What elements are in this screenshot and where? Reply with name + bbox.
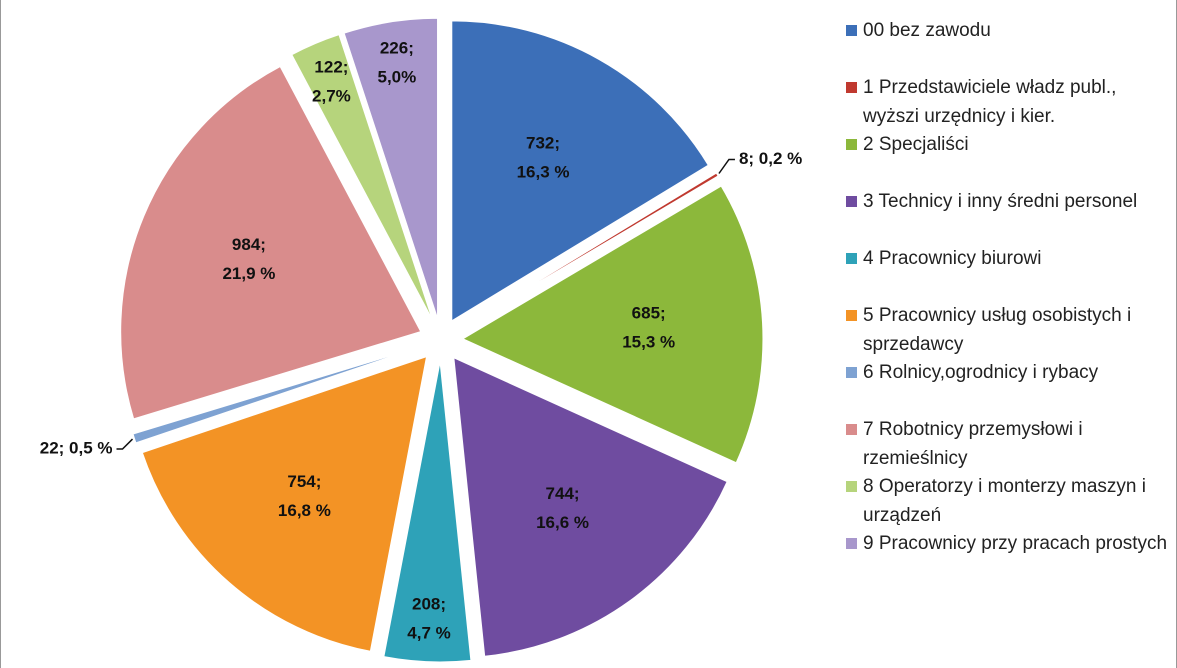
legend-swatch: [846, 481, 857, 492]
legend-entry: 7 Robotnicy przemysłowi i rzemieślnicy: [846, 415, 1176, 473]
legend-entry: 3 Technicy i inny średni personel: [846, 187, 1176, 216]
legend-label: 3 Technicy i inny średni personel: [863, 191, 1138, 212]
legend-entry: 8 Operatorzy i monterzy maszyn i urządze…: [846, 472, 1176, 530]
legend-swatch: [846, 538, 857, 549]
pie-slice: [461, 185, 764, 464]
data-label: 732;: [526, 134, 560, 153]
data-label: 16,6 %: [536, 513, 589, 532]
legend-entry: 9 Pracownicy przy pracach prostych: [846, 529, 1176, 558]
legend-entry: 4 Pracownicy biurowi: [846, 244, 1176, 273]
data-label: 122;: [314, 57, 348, 76]
pie-slice: [459, 172, 719, 330]
data-label: 2,7%: [312, 86, 351, 105]
data-label: 15,3 %: [622, 333, 675, 352]
pie-slice: [451, 20, 709, 322]
leader-line: [718, 158, 735, 174]
legend-label: 2 Specjaliści: [863, 134, 969, 155]
legend-label: 5 Pracownicy usług osobistych i sprzedaw…: [863, 305, 1132, 355]
legend-label: 8 Operatorzy i monterzy maszyn i urządze…: [863, 476, 1146, 526]
legend-entry: 5 Pracownicy usług osobistych i sprzedaw…: [846, 301, 1176, 359]
legend-swatch: [846, 424, 857, 435]
data-label: 754;: [287, 472, 321, 491]
pie-slice: [141, 355, 428, 652]
pie-slice: [383, 361, 472, 663]
data-label: 226;: [380, 38, 414, 57]
data-label: 4,7 %: [407, 624, 450, 643]
data-label: 8; 0,2 %: [739, 149, 802, 168]
legend-label: 00 bez zawodu: [863, 20, 991, 41]
data-label: 984;: [232, 235, 266, 254]
data-label: 685;: [632, 304, 666, 323]
legend-swatch: [846, 139, 857, 150]
legend-entry: 6 Rolnicy,ogrodnicy i rybacy: [846, 358, 1176, 387]
legend-entry: 00 bez zawodu: [846, 16, 1176, 45]
pie-slice: [132, 346, 421, 444]
pie-slice: [343, 17, 439, 319]
pie-slice: [291, 34, 433, 320]
data-label: 22; 0,5 %: [40, 439, 113, 458]
data-label: 744;: [546, 484, 580, 503]
pie-area: 732; 16,3 % 8; 0,2 % 685; 15,3 % 744; 16,6 % 20…: [40, 17, 802, 663]
legend-label: 4 Pracownicy biurowi: [863, 248, 1042, 269]
data-label: 208;: [412, 595, 446, 614]
legend-entry: 1 Przedstawiciele władz publ., wyższi ur…: [846, 73, 1176, 131]
leader-line: [116, 438, 134, 450]
legend-entry: 2 Specjaliści: [846, 130, 1176, 159]
legend-label: 9 Pracownicy przy pracach prostych: [863, 533, 1168, 554]
data-label: 5,0%: [377, 67, 416, 86]
legend-label: 7 Robotnicy przemysłowi i rzemieślnicy: [863, 419, 1083, 469]
legend-swatch: [846, 196, 857, 207]
legend-swatch: [846, 253, 857, 264]
data-label: 16,3 %: [517, 163, 570, 182]
legend-swatch: [846, 310, 857, 321]
data-label: 16,8 %: [278, 501, 331, 520]
data-label: 21,9 %: [222, 264, 275, 283]
pie-slice: [120, 65, 422, 420]
legend-label: 6 Rolnicy,ogrodnicy i rybacy: [863, 362, 1099, 383]
legend-swatch: [846, 82, 857, 93]
pie-slice: [453, 357, 728, 657]
legend-swatch: [846, 367, 857, 378]
legend-swatch: [846, 25, 857, 36]
legend-label: 1 Przedstawiciele władz publ., wyższi ur…: [863, 77, 1117, 127]
